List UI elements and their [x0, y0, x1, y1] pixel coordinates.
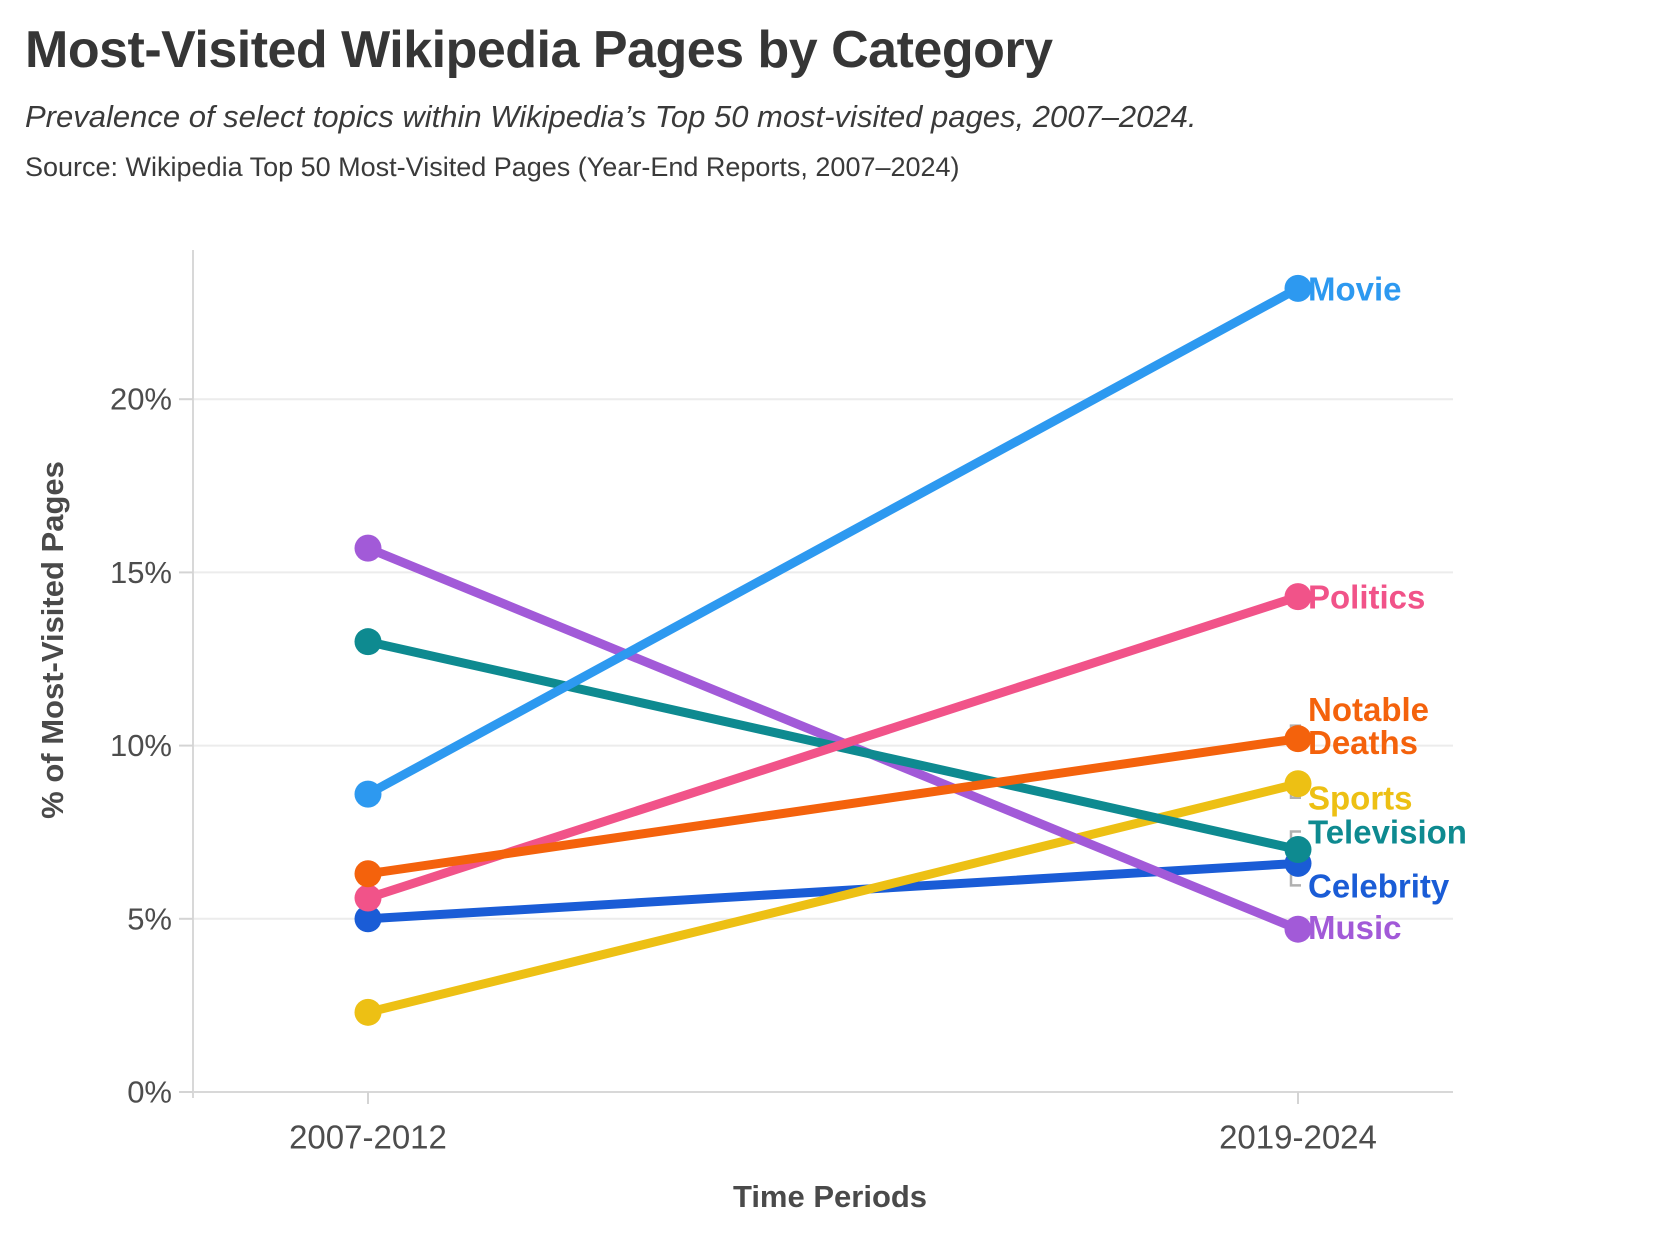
series-line-movie [363, 283, 1303, 799]
series-label-line-television-0: Television [1308, 813, 1467, 850]
series-label-line-movie-0: Movie [1308, 270, 1402, 307]
y-tick-label-15: 15% [110, 555, 172, 590]
series-label-television: Television [1308, 813, 1467, 850]
series-point-notable-deaths-1 [1284, 725, 1312, 753]
series-point-politics-0 [354, 884, 382, 912]
y-tick-label-10: 10% [110, 728, 172, 763]
tick-labels: 0% 5% 10% 15% 20% 2007-2012 2019-2024 [110, 382, 1377, 1156]
series-label-line-politics-0: Politics [1308, 578, 1425, 615]
series-label-line-celebrity-0: Celebrity [1308, 867, 1450, 904]
series-label-celebrity: Celebrity [1308, 867, 1450, 904]
series-point-television-1 [1284, 836, 1312, 864]
y-axis-title: % of Most-Visited Pages [35, 461, 70, 819]
series-label-line-notable-deaths-0: Notable [1308, 691, 1429, 728]
series-line-notable-deaths [363, 734, 1303, 879]
series-point-celebrity-0 [354, 905, 382, 933]
x-tick-label-2019-2024: 2019-2024 [1219, 1119, 1377, 1156]
chart-title: Most-Visited Wikipedia Pages by Category [25, 21, 1053, 79]
series-point-politics-1 [1284, 583, 1312, 611]
series-point-sports-1 [1284, 770, 1312, 798]
series-label-line-sports-0: Sports [1308, 779, 1413, 816]
x-axis-title: Time Periods [733, 1179, 927, 1214]
series-label-music: Music [1308, 909, 1402, 946]
series-label-movie: Movie [1308, 270, 1402, 307]
series-label-sports: Sports [1308, 779, 1413, 816]
series-point-movie-0 [354, 780, 382, 808]
series-label-line-music-0: Music [1308, 909, 1402, 946]
series-point-music-0 [354, 534, 382, 562]
series-point-music-1 [1284, 915, 1312, 943]
series-label-line-notable-deaths-1: Deaths [1308, 724, 1418, 761]
x-tick-label-2007-2012: 2007-2012 [289, 1119, 447, 1156]
series-point-sports-0 [354, 998, 382, 1026]
chart-subtitle: Prevalence of select topics within Wikip… [25, 99, 1197, 134]
series-label-politics: Politics [1308, 578, 1425, 615]
series-label-notable-deaths: Notable Deaths [1308, 691, 1429, 761]
series-point-notable-deaths-0 [354, 860, 382, 888]
y-tick-label-20: 20% [110, 382, 172, 417]
series [354, 274, 1312, 1026]
series-point-television-0 [354, 628, 382, 656]
series-line-celebrity [363, 858, 1303, 924]
y-tick-label-0: 0% [127, 1075, 172, 1110]
series-line-sports [363, 779, 1303, 1017]
y-tick-label-5: 5% [127, 901, 172, 936]
series-labels: Movie Politics Notable Deaths SportsTelevisi… [1308, 270, 1467, 946]
chart-source: Source: Wikipedia Top 50 Most-Visited Pa… [25, 152, 960, 182]
series-point-movie-1 [1284, 274, 1312, 302]
axes [179, 250, 1453, 1104]
series-line-music [363, 543, 1303, 934]
